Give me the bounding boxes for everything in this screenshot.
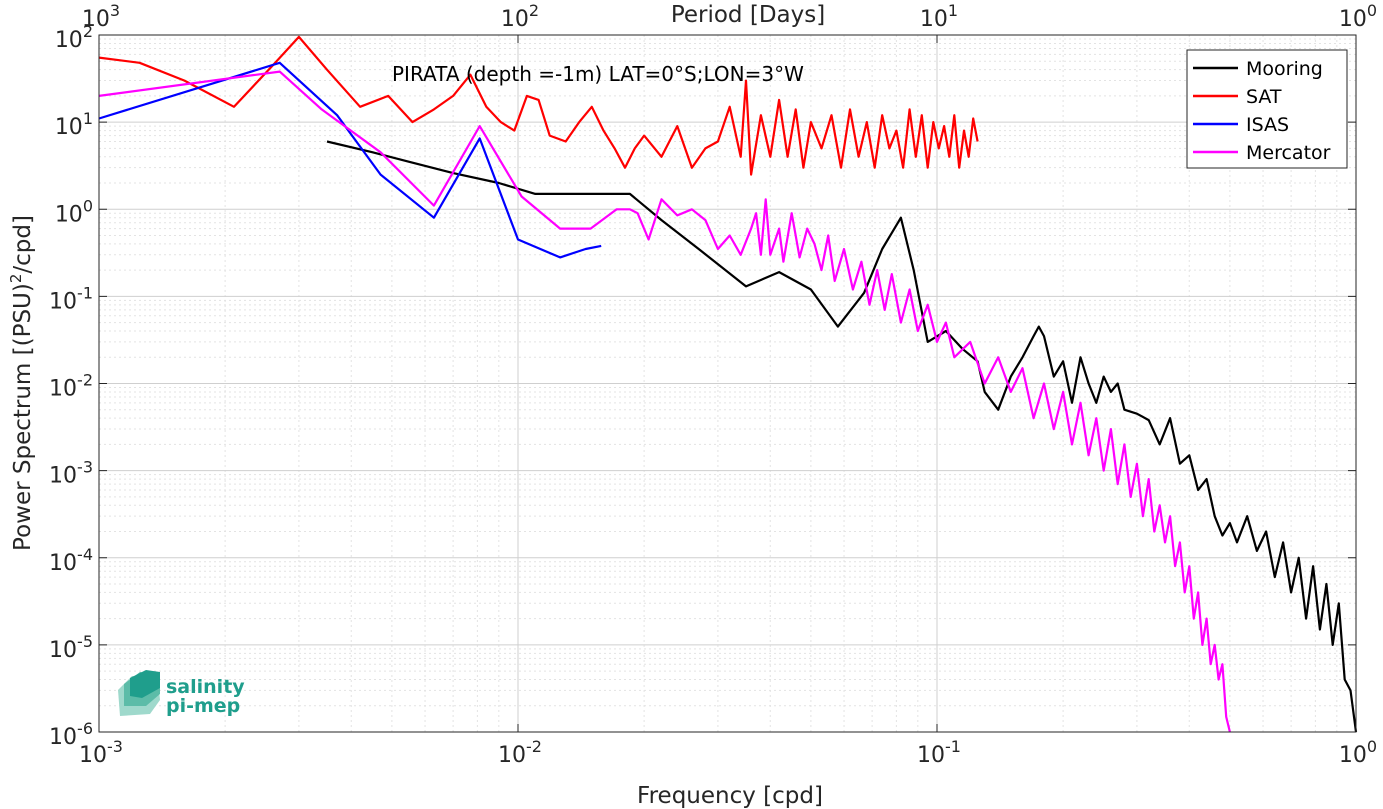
chart-title: PIRATA (depth =-1m) LAT=0°S;LON=3°W xyxy=(392,62,804,86)
legend: Mooring SAT ISAS Mercator xyxy=(1186,49,1348,169)
y-tick-label: 10-4 xyxy=(49,545,93,576)
y-tick-label: 100 xyxy=(55,196,93,227)
top-tick-label: 100 xyxy=(1339,1,1377,32)
y-tick-label: 10-2 xyxy=(49,371,93,402)
series-line-mercator xyxy=(98,70,1231,733)
legend-label-isas: ISAS xyxy=(1246,114,1289,136)
y-axis-label: Power Spectrum [(PSU)2/cpd] xyxy=(7,215,36,551)
x-tick-label: 10-3 xyxy=(79,737,123,768)
x-tick-label: 10-2 xyxy=(498,737,542,768)
logo-text-line2: pi-mep xyxy=(166,695,240,717)
top-tick-label: 101 xyxy=(920,1,958,32)
legend-box xyxy=(1186,49,1348,169)
x-axis-label: Frequency [cpd] xyxy=(637,783,823,809)
top-tick-label: 102 xyxy=(501,1,539,32)
y-tick-label: 10-6 xyxy=(49,719,93,750)
y-tick-label: 102 xyxy=(55,22,93,53)
y-tick-label: 101 xyxy=(55,109,93,140)
series-line-mooring xyxy=(326,140,1358,733)
series-line-sat xyxy=(98,35,979,176)
y-tick-label: 10-1 xyxy=(49,283,93,314)
legend-label-mercator: Mercator xyxy=(1246,142,1331,164)
x-tick-label: 10-1 xyxy=(917,737,961,768)
y-axis-label-tail: /cpd] xyxy=(10,215,36,274)
series-layer xyxy=(98,35,1358,733)
legend-items: Mooring SAT ISAS Mercator xyxy=(1193,58,1331,164)
logo-text-line1: salinity xyxy=(166,676,245,698)
top-tick-label: 103 xyxy=(82,1,120,32)
y-tick-label: 10-5 xyxy=(49,632,93,663)
legend-label-sat: SAT xyxy=(1246,86,1282,108)
y-axis-label-main: Power Spectrum [(PSU) xyxy=(10,283,36,551)
x-tick-label: 100 xyxy=(1339,737,1377,768)
y-axis-label-sup: 2 xyxy=(7,274,25,284)
top-axis-label: Period [Days] xyxy=(671,2,825,28)
series-line-isas xyxy=(98,61,602,259)
salinity-pimep-logo: salinity pi-mep xyxy=(118,670,245,717)
y-tick-label: 10-3 xyxy=(49,458,93,489)
logo-mark-icon xyxy=(118,670,160,716)
legend-label-mooring: Mooring xyxy=(1246,58,1323,80)
